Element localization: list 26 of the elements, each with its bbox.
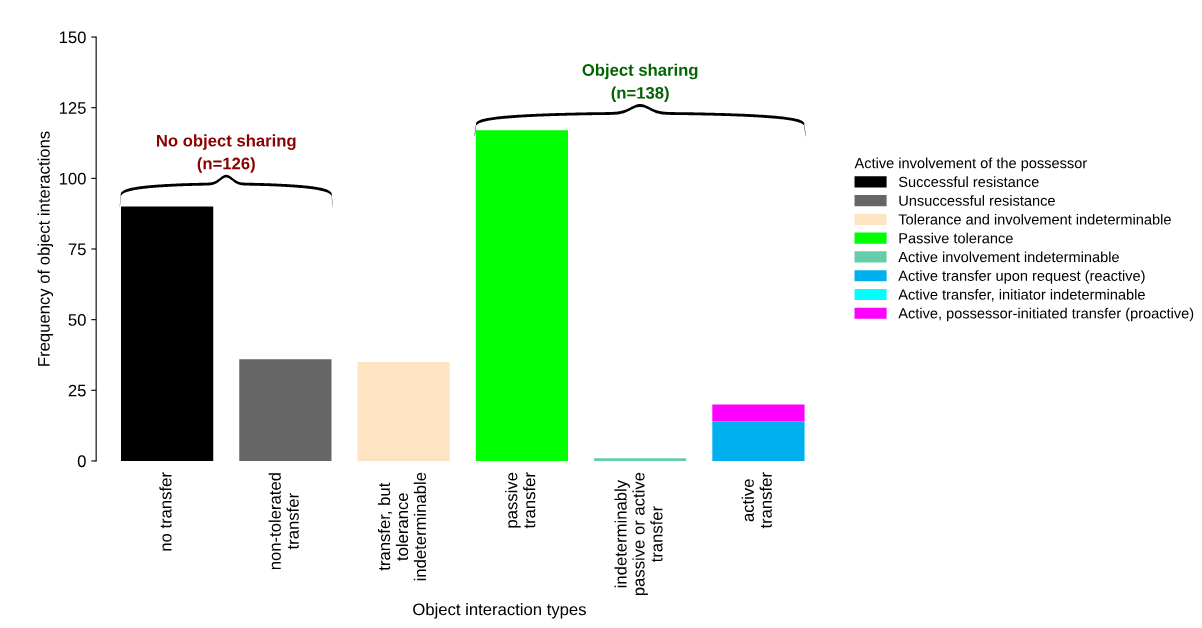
y-axis-title: Frequency of object interactions [37,131,54,366]
y-tick-label: 75 [68,243,86,256]
y-tick-label: 25 [68,384,86,397]
y-tick-label: 125 [59,102,86,114]
x-axis-title: Object interaction types [413,603,586,619]
legend-label: Active, possessor-initiated transfer (proactive) [898,307,1194,322]
y-tick-label: 150 [59,31,86,44]
legend-label: Passive tolerance [899,232,1013,244]
annotation: Object sharing (n=138) [582,63,698,103]
legend-label: Active involvement indeterminable [898,251,1119,263]
x-tick-label: no transfer [159,472,172,551]
y-tick-label: 50 [68,314,86,326]
x-tick-label: transfer, but tolerance indeterminable [377,472,427,581]
x-tick-label: passive transfer [505,472,536,529]
legend-title: Active involvement of the possessor [854,157,1087,172]
x-tick-label: non-tolerated transfer [268,473,299,570]
legend-label: Active transfer, initiator indeterminable [898,289,1145,302]
annotation: No object sharing (n=126) [156,134,296,173]
y-tick-label: 0 [77,455,86,468]
legend-label: Tolerance and involvement indeterminable [898,213,1171,225]
legend-label: Successful resistance [898,176,1039,188]
x-tick-label: indeterminably passive or active transfer [614,472,663,596]
y-tick-label: 100 [59,172,86,185]
legend-label: Active transfer upon request (reactive) [898,270,1145,284]
x-tick-label: active transfer [741,472,772,529]
legend-label: Unsuccessful resistance [899,195,1055,206]
